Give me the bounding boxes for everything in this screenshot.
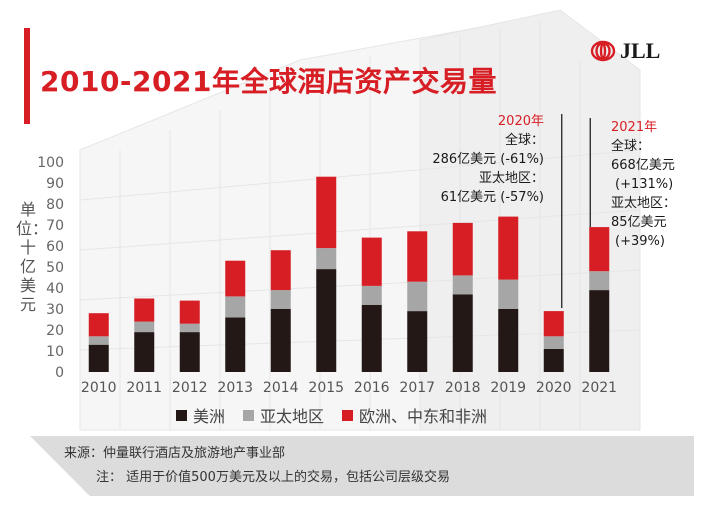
annotation-2021-apac-label: 亚太地区：: [611, 196, 677, 211]
bar-segment-americas: [134, 332, 155, 372]
bar-segment-americas: [589, 290, 610, 372]
annotation-2020-apac-label: 亚太地区：: [478, 171, 544, 186]
legend-label-apac: 亚太地区: [260, 407, 325, 426]
x-tick-label: 2011: [126, 380, 162, 396]
annotation-2020-apac-value: 61亿美元 (-57%): [440, 190, 544, 205]
bar-segment-apac: [543, 336, 564, 349]
bar-segment-apac: [361, 285, 382, 305]
bar-segment-emea: [316, 176, 337, 249]
y-tick-label: 70: [46, 218, 64, 234]
jll-logo: JLL: [590, 38, 660, 64]
x-tick-label: 2014: [263, 380, 299, 396]
legend-swatch-emea: [342, 409, 354, 421]
bar-segment-americas: [498, 309, 519, 372]
y-tick-label: 50: [46, 260, 64, 276]
annotation-2021-apac-change: (+39%): [615, 234, 665, 249]
title-accent-bar: [24, 28, 30, 124]
bar-segment-apac: [452, 275, 473, 295]
annotation-2021-apac-value: 85亿美元: [611, 215, 667, 230]
legend-item-emea: 欧洲、中东和非洲: [342, 403, 487, 427]
bar-segment-apac: [270, 290, 291, 309]
legend-item-apac: 亚太地区: [243, 403, 324, 427]
x-tick-label: 2020: [536, 380, 572, 396]
bar-segment-americas: [225, 317, 246, 372]
bar-segment-emea: [225, 260, 246, 297]
bar-segment-americas: [543, 348, 564, 372]
footnote: 注： 适用于价值500万美元及以上的交易，包括公司层级交易: [96, 470, 450, 485]
bar-segment-emea: [361, 237, 382, 286]
bar-segment-americas: [179, 332, 200, 372]
bar-segment-americas: [361, 304, 382, 372]
bar-segment-emea: [270, 250, 291, 291]
x-tick-label: 2018: [445, 380, 481, 396]
source-note: 来源：仲量联行酒店及旅游地产事业部: [64, 446, 286, 461]
annotation-2021-global-change: (+131%): [615, 177, 674, 192]
bar-segment-apac: [88, 336, 109, 345]
y-tick-label: 0: [55, 365, 64, 381]
footer-panel: [30, 436, 694, 496]
bar-segment-emea: [407, 231, 428, 282]
annotation-2021-global-value: 668亿美元: [611, 158, 675, 173]
bar-segment-apac: [179, 323, 200, 333]
bar-segment-apac: [316, 248, 337, 270]
jll-logo-text: JLL: [620, 38, 661, 63]
bar-segment-emea: [134, 298, 155, 322]
y-tick-label: 20: [46, 323, 64, 339]
annotation-2020-global-label: 全球：: [504, 133, 544, 148]
x-tick-label: 2012: [172, 380, 208, 396]
bar-segment-americas: [407, 311, 428, 372]
bar-segment-apac: [225, 296, 246, 318]
annotation-2021-year: 2021年: [611, 120, 658, 135]
bar-segment-emea: [498, 216, 519, 280]
bar-segment-apac: [134, 321, 155, 333]
annotation-2020-year: 2020年: [497, 114, 544, 129]
legend-swatch-apac: [243, 409, 255, 421]
legend-item-americas: 美洲: [176, 403, 225, 427]
x-tick-label: 2021: [581, 380, 617, 396]
x-tick-label: 2013: [217, 380, 253, 396]
legend-swatch-americas: [176, 409, 187, 421]
bar-segment-americas: [452, 294, 473, 372]
jll-logo-icon: [590, 40, 616, 62]
bar-segment-americas: [88, 344, 109, 372]
annotation-2020: 2020年 全球： 286亿美元 (-61%) 亚太地区： 61亿美元 (-57…: [432, 112, 544, 207]
bar-segment-americas: [270, 309, 291, 372]
x-tick-label: 2017: [399, 380, 435, 396]
bar-segment-emea: [589, 227, 610, 272]
x-tick-label: 2010: [81, 380, 117, 396]
y-axis-label: 单位：十亿美元: [16, 200, 49, 314]
bar-segment-emea: [179, 300, 200, 324]
y-tick-label: 30: [46, 302, 64, 318]
x-tick-label: 2019: [490, 380, 526, 396]
y-tick-label: 60: [46, 239, 64, 255]
bar-segment-apac: [407, 281, 428, 312]
annotation-2020-global-value: 286亿美元 (-61%): [432, 152, 544, 167]
legend-label-americas: 美洲: [193, 407, 226, 426]
legend-label-emea: 欧洲、中东和非洲: [359, 407, 488, 426]
x-tick-label: 2016: [354, 380, 390, 396]
chart-title: 2010-2021年全球酒店资产交易量: [40, 65, 497, 98]
y-tick-label: 10: [46, 344, 64, 360]
bar-segment-americas: [316, 269, 337, 372]
y-tick-label: 100: [37, 155, 64, 171]
x-tick-label: 2015: [308, 380, 344, 396]
bar-segment-emea: [88, 313, 109, 337]
bar-segment-emea: [543, 311, 564, 337]
y-tick-label: 80: [46, 197, 64, 213]
y-tick-label: 40: [46, 281, 64, 297]
bar-segment-emea: [452, 222, 473, 276]
bar-segment-apac: [589, 271, 610, 291]
y-tick-label: 90: [46, 176, 64, 192]
annotation-2021-global-label: 全球：: [611, 139, 651, 154]
bar-segment-apac: [498, 279, 519, 309]
chart-legend: 美洲 亚太地区 欧洲、中东和非洲: [176, 403, 505, 427]
annotation-2021: 2021年 全球： 668亿美元 (+131%) 亚太地区： 85亿美元 (+3…: [611, 118, 676, 251]
